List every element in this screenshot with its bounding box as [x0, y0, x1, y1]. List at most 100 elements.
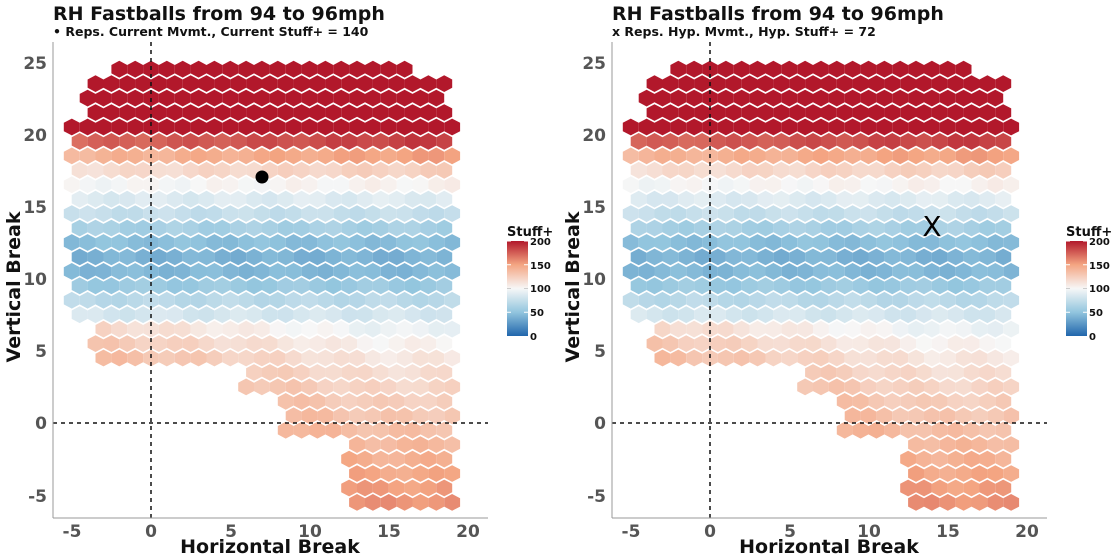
hexbin-cell [725, 190, 742, 208]
hexbin-cell [246, 335, 262, 352]
hexbin-cell [325, 133, 342, 150]
hexbin-cell [349, 147, 365, 165]
hexbin-cell [900, 277, 917, 295]
hexbin-cell [963, 190, 980, 208]
hexbin-cell [214, 306, 231, 324]
hexbin-cell [797, 176, 813, 194]
hexbin-cell [686, 349, 703, 367]
hexbin-cell [987, 234, 1004, 251]
hexbin-cell [317, 147, 334, 165]
hexbin-cell [190, 176, 207, 194]
hexbin-cell [95, 263, 112, 280]
hexbin-cell [309, 161, 326, 179]
hexbin-cell [844, 378, 861, 396]
hexbin-cell [412, 320, 429, 338]
hexbin-cell [638, 89, 655, 107]
hexbin-cell [111, 89, 128, 107]
hexbin-cell [198, 306, 215, 324]
hexbin-cell [710, 306, 726, 324]
hexbin-cell [995, 248, 1012, 266]
hexbin-cell [198, 219, 215, 237]
hexbin-cell [412, 263, 429, 280]
hexbin-cell [900, 364, 917, 381]
hexbin-cell [884, 393, 901, 410]
hexbin-cell [773, 219, 790, 237]
hexbin-cell [686, 263, 703, 280]
hexbin-cell [805, 161, 821, 179]
hexbin-cell [436, 364, 453, 381]
hexbin-cell [733, 320, 750, 338]
hexbin-cell [301, 205, 318, 222]
hexbin-cell [238, 176, 254, 194]
hexbin-cell [222, 234, 239, 251]
hexbin-cell [971, 234, 988, 251]
hexbin-cell [828, 349, 845, 367]
hexbin-cell [87, 133, 104, 150]
hexbin-cell [678, 104, 695, 121]
hexbin-cell [222, 205, 239, 222]
hexbin-cell [285, 176, 302, 194]
hexbin-cell [908, 234, 924, 251]
hexbin-cell [420, 75, 437, 92]
hexbin-cell [979, 421, 996, 439]
hexbin-cell [166, 306, 183, 324]
hexbin-cell [151, 190, 167, 208]
hexbin-cell [678, 75, 695, 92]
hexbin-cell [995, 161, 1012, 179]
hexbin-cell [333, 407, 350, 425]
hexbin-cell [710, 335, 726, 352]
hexbin-cell [95, 291, 112, 309]
hexbin-cell [987, 176, 1004, 194]
hexbin-cell [939, 60, 956, 78]
hexbin-cell [380, 407, 397, 425]
hexbin-cell [781, 320, 798, 338]
hexbin-cell [995, 421, 1012, 439]
hexbin-cell [190, 60, 207, 78]
hexbin-cell [916, 450, 932, 468]
hexbin-cell [892, 291, 909, 309]
hexbin-cell [630, 219, 647, 237]
hexbin-cell [190, 234, 207, 251]
hexbin-cell [436, 450, 453, 468]
x-tick-label: 5 [784, 522, 796, 542]
hexbin-cell [876, 176, 893, 194]
hexbin-cell [797, 378, 813, 396]
hexbin-cell [638, 147, 655, 165]
hexbin-cell [238, 234, 254, 251]
hexbin-cell [396, 465, 413, 482]
hexbin-cell [293, 133, 310, 150]
hexbin-cell [908, 118, 924, 136]
hexbin-cell [420, 133, 437, 150]
hexbin-cell [630, 306, 647, 324]
hexbin-cell [876, 147, 893, 165]
hexbin-cell [694, 335, 710, 352]
hexbin-cell [174, 89, 191, 107]
hexbin-cell [828, 118, 845, 136]
hexbin-cell [436, 104, 453, 121]
hexbin-cell [412, 89, 429, 107]
hexbin-cell [285, 147, 302, 165]
hexbin-cell [198, 335, 215, 352]
hexbin-cell [166, 190, 183, 208]
legend-tick-label: 200 [1089, 237, 1110, 248]
hexbin-cell [622, 118, 639, 136]
hexbin-cell [333, 291, 350, 309]
hexbin-cell [813, 349, 829, 367]
hexbin-cell [971, 176, 988, 194]
legend-1: Stuff+ 200 150 100 50 0 [507, 225, 553, 343]
hexbin-cell [654, 89, 671, 107]
hexbin-cell [860, 407, 877, 425]
hexbin-cell [813, 234, 829, 251]
hexbin-cell [333, 89, 350, 107]
hexbin-cell [261, 133, 278, 150]
hexbin-cell [971, 465, 988, 482]
hexbin-cell [860, 89, 877, 107]
hexbin-cell [654, 349, 671, 367]
hexbin-cell [662, 104, 679, 121]
hexbin-cell [357, 393, 373, 410]
hexbin-cell [710, 75, 726, 92]
hexbin-cell [733, 291, 750, 309]
hexbin-cell [884, 104, 901, 121]
hexbin-cell [444, 263, 461, 280]
hexbin-cell [622, 147, 639, 165]
